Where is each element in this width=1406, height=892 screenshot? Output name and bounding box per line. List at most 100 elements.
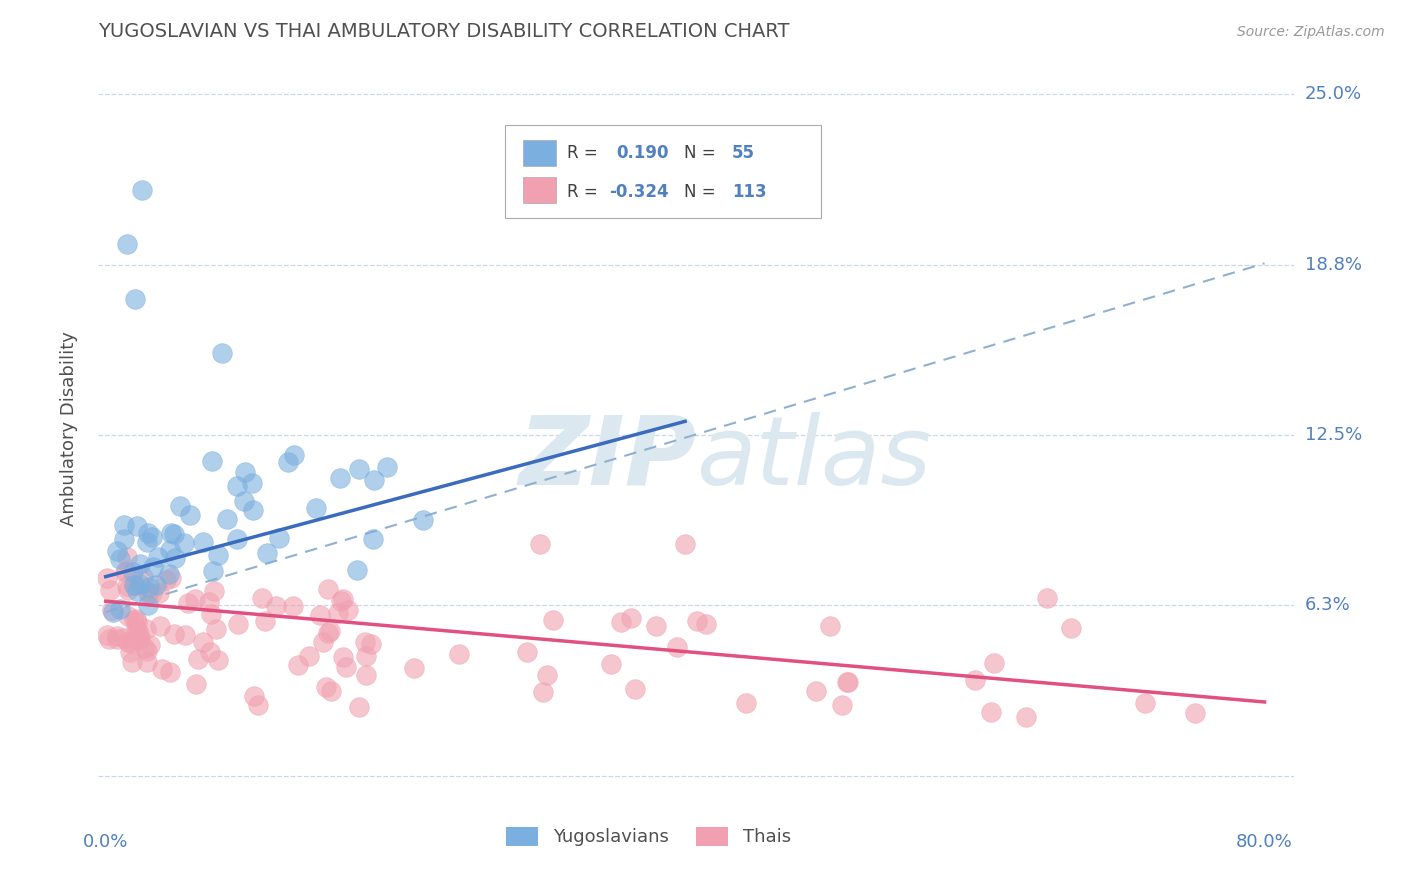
Point <box>148 586 170 600</box>
Point <box>354 648 377 663</box>
Point <box>193 635 215 649</box>
Point <box>198 645 221 659</box>
Point <box>159 542 181 557</box>
Point <box>267 531 290 545</box>
Point <box>256 546 278 560</box>
Point <box>129 577 152 591</box>
Point <box>191 535 214 549</box>
Point <box>447 647 470 661</box>
Point <box>283 449 305 463</box>
Point <box>138 586 160 600</box>
Point <box>135 535 157 549</box>
Point <box>149 619 172 633</box>
Text: Source: ZipAtlas.com: Source: ZipAtlas.com <box>1237 25 1385 39</box>
Point <box>145 578 167 592</box>
Point <box>146 550 169 565</box>
Point <box>1184 706 1206 720</box>
Y-axis label: Ambulatory Disability: Ambulatory Disability <box>59 331 77 525</box>
Point <box>142 560 165 574</box>
Point <box>173 536 195 550</box>
Point <box>980 705 1002 719</box>
Point <box>264 599 287 614</box>
Point <box>132 570 155 584</box>
Point <box>226 479 249 493</box>
Legend: Yugoslavians, Thais: Yugoslavians, Thais <box>499 820 797 854</box>
Point <box>332 649 354 664</box>
Text: 0.190: 0.190 <box>616 145 668 162</box>
Point <box>207 652 229 666</box>
Point <box>686 614 709 628</box>
Point <box>177 596 200 610</box>
Point <box>124 632 146 647</box>
Point <box>1015 710 1038 724</box>
Point <box>346 563 368 577</box>
Point <box>329 594 352 608</box>
Point <box>673 537 696 551</box>
Point <box>312 635 335 649</box>
Point <box>124 577 146 591</box>
Point <box>131 183 153 197</box>
Point <box>141 586 163 600</box>
Point <box>412 513 434 527</box>
Point <box>96 571 118 585</box>
Point <box>204 622 226 636</box>
Point <box>361 532 384 546</box>
Point <box>600 657 623 672</box>
Point <box>114 565 136 579</box>
FancyBboxPatch shape <box>505 125 821 219</box>
Point <box>186 677 208 691</box>
Point <box>332 591 354 606</box>
Point <box>96 628 118 642</box>
Point <box>125 584 148 599</box>
Point <box>169 499 191 513</box>
Point <box>252 591 274 605</box>
Point <box>226 532 249 546</box>
Point <box>610 615 633 629</box>
Point <box>298 648 321 663</box>
Point <box>138 581 160 595</box>
Point <box>122 578 145 592</box>
Point <box>695 617 717 632</box>
Point <box>198 594 221 608</box>
Point <box>128 625 150 640</box>
Point <box>150 662 173 676</box>
Point <box>97 632 120 647</box>
Point <box>98 582 121 597</box>
Point <box>835 674 858 689</box>
Point <box>125 519 148 533</box>
Point <box>117 237 139 252</box>
Point <box>187 652 209 666</box>
Point <box>202 584 225 599</box>
Text: -0.324: -0.324 <box>609 183 668 201</box>
Point <box>120 645 142 659</box>
Point <box>335 660 357 674</box>
Point <box>645 618 668 632</box>
Point <box>136 644 159 658</box>
Text: 6.3%: 6.3% <box>1305 596 1350 615</box>
Point <box>620 611 643 625</box>
Point <box>179 508 201 523</box>
Point <box>360 637 382 651</box>
Point <box>105 629 128 643</box>
Text: 113: 113 <box>733 183 766 201</box>
Point <box>129 557 152 571</box>
Text: 12.5%: 12.5% <box>1305 426 1362 444</box>
Text: 18.8%: 18.8% <box>1305 256 1361 274</box>
Point <box>666 640 689 654</box>
Point <box>200 607 222 622</box>
Point <box>316 582 339 597</box>
Point <box>139 638 162 652</box>
Point <box>136 599 159 613</box>
Point <box>529 537 551 551</box>
Point <box>117 635 139 649</box>
Point <box>316 626 339 640</box>
Point <box>115 550 138 565</box>
Point <box>105 543 128 558</box>
Point <box>624 681 647 696</box>
Point <box>201 454 224 468</box>
Point <box>963 673 986 688</box>
Point <box>242 503 264 517</box>
Text: 80.0%: 80.0% <box>1236 833 1294 851</box>
Point <box>135 656 157 670</box>
Point <box>155 573 177 587</box>
